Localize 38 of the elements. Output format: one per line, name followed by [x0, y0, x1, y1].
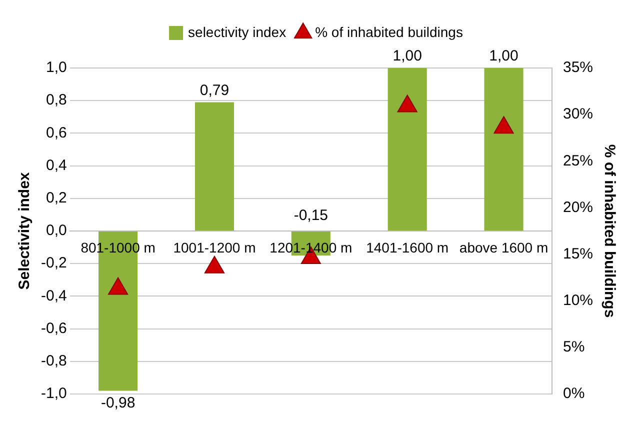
y-tick-label: -0,6 [40, 320, 67, 337]
y-tick-label: 0,6 [46, 124, 67, 142]
y-tick-label: -0,4 [40, 287, 67, 304]
point [397, 94, 418, 112]
y2-tick-label: 10% [562, 292, 594, 309]
y2-tick-label: 20% [562, 198, 594, 216]
y2-tick-label: 15% [562, 245, 594, 262]
y-tick-label: 0,0 [46, 222, 67, 240]
y2-tick-label: 5% [562, 338, 585, 356]
y-axis-title: Selectivity index [16, 172, 34, 290]
bar [194, 102, 234, 230]
y-tick-label: 0,8 [46, 92, 67, 109]
data-label: -0,15 [294, 207, 328, 224]
y-tick-label: 0,4 [46, 156, 67, 174]
data-label: 0,79 [200, 82, 230, 99]
y-tick-label: -0,8 [40, 352, 67, 370]
point [494, 116, 514, 134]
x-tick-label: above 1600 m [459, 239, 548, 256]
legend-label: % of inhabited buildings [315, 24, 463, 40]
bar [388, 68, 427, 230]
y2-axis-title: % of inhabited buildings [600, 144, 618, 318]
y2-tick-label: 30% [562, 106, 594, 123]
point [108, 277, 128, 295]
y-tick-label: 1,0 [46, 59, 67, 76]
bar [484, 68, 524, 230]
data-label: 1,00 [489, 48, 518, 65]
x-tick-label: 1001-1200 m [173, 239, 256, 256]
point [204, 256, 225, 274]
y-tick-label: -0,2 [40, 254, 67, 272]
y2-tick-label: 0% [562, 385, 585, 402]
y-tick-label: -1,0 [40, 385, 67, 402]
y2-tick-label: 25% [562, 152, 594, 170]
x-tick-label: 1401-1600 m [366, 239, 449, 256]
data-label: -0,98 [100, 394, 136, 412]
y-tick-label: 0,2 [46, 190, 67, 207]
y2-tick-label: 35% [562, 59, 594, 76]
data-label: 1,00 [392, 48, 422, 65]
legend-label: selectivity index [188, 24, 286, 40]
